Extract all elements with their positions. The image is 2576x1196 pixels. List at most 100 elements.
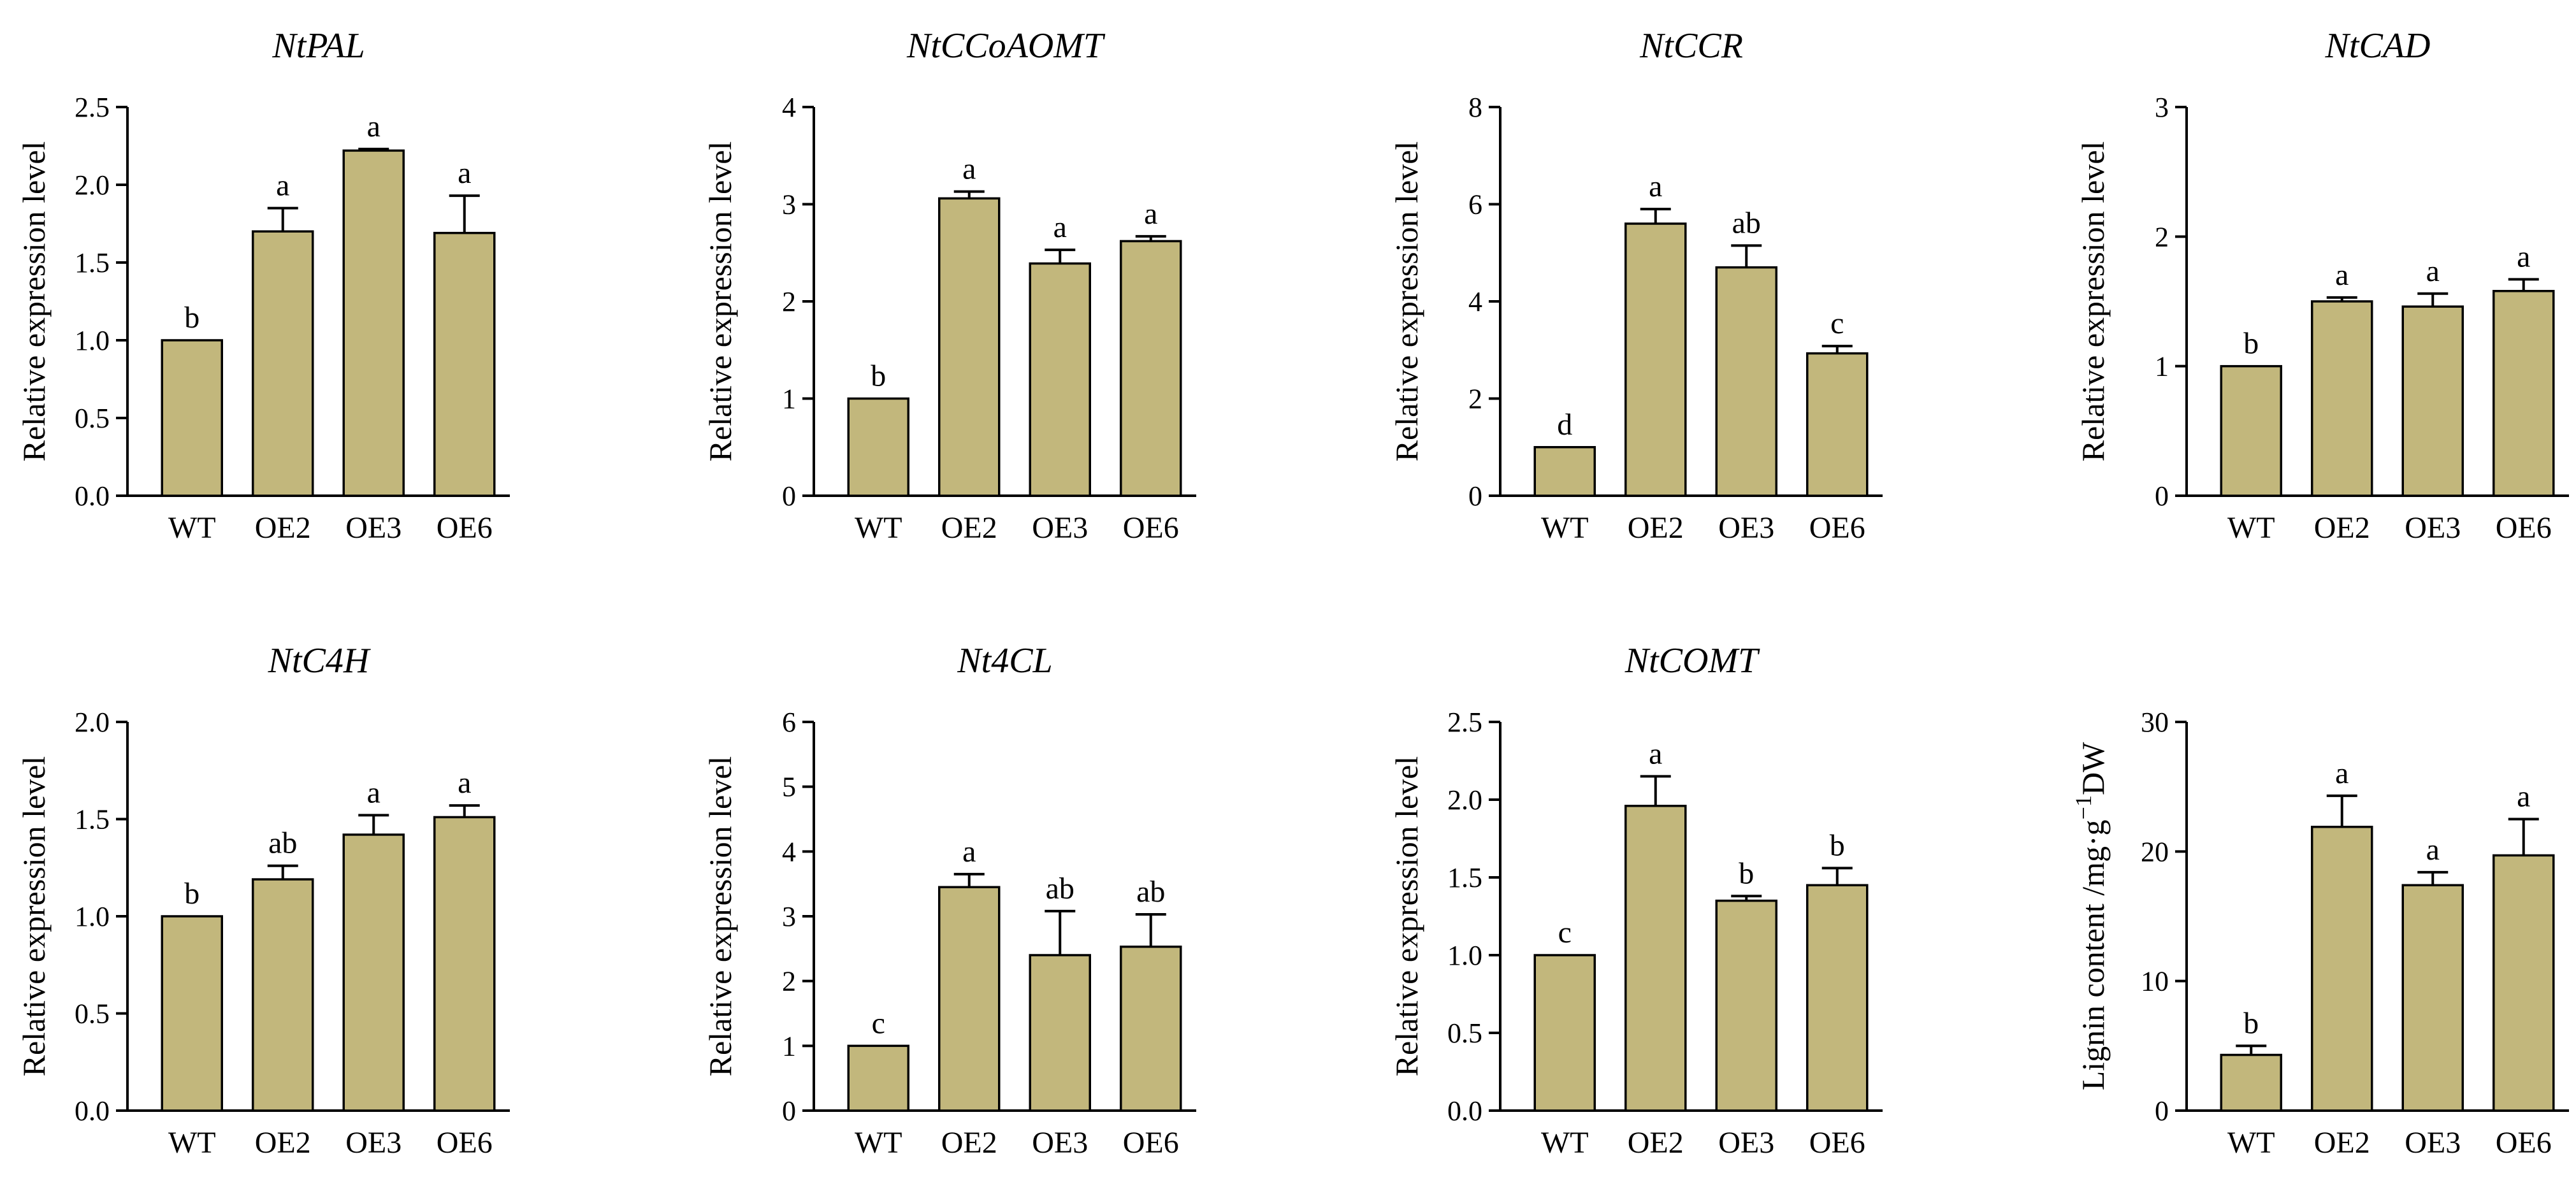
x-tick-label: WT xyxy=(168,511,216,545)
x-tick-label: WT xyxy=(855,1126,902,1160)
panel-title: NtCCR xyxy=(1639,26,1743,66)
bar-oe6 xyxy=(1120,946,1182,1112)
significance-letter: d xyxy=(1557,408,1572,442)
y-tick-label: 1.5 xyxy=(75,247,110,278)
x-tick-label: OE2 xyxy=(2314,511,2370,545)
x-tick-label: OE2 xyxy=(255,1126,311,1160)
significance-letter: a xyxy=(458,156,471,190)
y-tick-label: 10 xyxy=(2141,966,2169,997)
x-tick-label: OE2 xyxy=(1628,1126,1684,1160)
bar-oe2 xyxy=(938,886,1001,1112)
significance-letter: a xyxy=(367,110,380,143)
bar-wt xyxy=(2220,1053,2282,1112)
x-tick-label: OE2 xyxy=(2314,1126,2370,1160)
y-tick-label: 0 xyxy=(1468,480,1482,512)
significance-letter: b xyxy=(1739,856,1754,890)
significance-letter: b xyxy=(871,359,886,393)
y-tick-label: 0.0 xyxy=(1447,1095,1482,1127)
x-tick-label: OE3 xyxy=(1032,1126,1088,1160)
y-axis-label: Relative expression level xyxy=(16,141,52,462)
y-tick-label: 1 xyxy=(782,1030,796,1062)
bar-wt xyxy=(161,915,223,1112)
bar-oe2 xyxy=(1624,805,1687,1112)
x-tick-label: OE2 xyxy=(255,511,311,545)
significance-letter: c xyxy=(1830,306,1844,340)
bar-oe2 xyxy=(2311,300,2373,497)
x-tick-label: WT xyxy=(1541,511,1589,545)
y-tick-label: 1 xyxy=(782,384,796,415)
y-tick-label: 2.5 xyxy=(1447,707,1482,738)
y-tick-label: 4 xyxy=(1468,286,1482,317)
y-tick-label: 0.0 xyxy=(75,480,110,512)
y-tick-label: 1.5 xyxy=(1447,862,1482,893)
significance-letter: a xyxy=(1053,210,1067,244)
x-tick-label: OE3 xyxy=(345,511,402,545)
y-tick-label: 3 xyxy=(2155,92,2169,123)
y-tick-label: 2.5 xyxy=(75,92,110,123)
significance-letter: a xyxy=(962,835,976,868)
y-tick-label: 5 xyxy=(782,772,796,803)
bar-wt xyxy=(2220,364,2282,497)
bar-oe6 xyxy=(2493,854,2555,1112)
y-tick-label: 0 xyxy=(2155,1095,2169,1127)
significance-letter: b xyxy=(1830,828,1845,862)
x-tick-label: OE6 xyxy=(437,1126,493,1160)
x-tick-label: OE3 xyxy=(2405,1126,2461,1160)
y-tick-label: 0.5 xyxy=(1447,1018,1482,1049)
significance-letter: a xyxy=(367,775,380,809)
x-tick-label: WT xyxy=(1541,1126,1589,1160)
x-tick-label: OE3 xyxy=(345,1126,402,1160)
significance-letter: a xyxy=(458,766,471,800)
y-tick-label: 0.5 xyxy=(75,998,110,1030)
y-tick-label: 0 xyxy=(782,1095,796,1127)
x-tick-label: OE6 xyxy=(1809,1126,1865,1160)
y-axis-label: Relative expression level xyxy=(2075,141,2111,462)
y-tick-label: 8 xyxy=(1468,92,1482,123)
y-tick-label: 6 xyxy=(782,707,796,738)
y-tick-label: 0.0 xyxy=(75,1095,110,1127)
bar-oe3 xyxy=(2401,305,2464,497)
bar-oe6 xyxy=(433,816,496,1112)
bar-oe6 xyxy=(2493,289,2555,497)
significance-letter: c xyxy=(1558,916,1572,949)
y-tick-label: 0 xyxy=(2155,480,2169,512)
panel-title: Nt4CL xyxy=(957,641,1052,681)
x-tick-label: OE6 xyxy=(2496,511,2552,545)
panel-title: NtCAD xyxy=(2325,26,2431,66)
y-tick-label: 2 xyxy=(782,966,796,997)
significance-letter: a xyxy=(962,152,976,186)
y-tick-label: 2 xyxy=(782,286,796,317)
y-tick-label: 20 xyxy=(2141,836,2169,867)
x-tick-label: WT xyxy=(168,1126,216,1160)
significance-letter: a xyxy=(2426,254,2440,288)
bar-oe3 xyxy=(342,149,405,497)
chart-panel-ntccr: NtCCR Relative expression level 0 2 4 6 8 d WT a O… xyxy=(1389,26,1883,545)
y-tick-label: 1.5 xyxy=(75,804,110,835)
bar-oe3 xyxy=(342,833,405,1112)
significance-letter: a xyxy=(1144,197,1157,231)
significance-letter: a xyxy=(2335,258,2348,292)
y-tick-label: 1.0 xyxy=(1447,940,1482,971)
chart-panel-ntccoaomt: NtCCoAOMT Relative expression level 0 1 2 3 4 b… xyxy=(702,26,1196,545)
significance-letter: a xyxy=(2426,833,2440,867)
significance-letter: ab xyxy=(268,826,297,860)
y-tick-label: 2.0 xyxy=(75,169,110,201)
bar-oe2 xyxy=(1624,222,1687,497)
chart-panel-nt4cl: Nt4CL Relative expression level 0 1 2 3 4 5 6 c WT… xyxy=(702,641,1196,1160)
y-tick-label: 2 xyxy=(1468,384,1482,415)
panel-title: NtC4H xyxy=(268,641,371,681)
y-tick-label: 1.0 xyxy=(75,901,110,932)
x-tick-label: OE3 xyxy=(1032,511,1088,545)
y-tick-label: 1.0 xyxy=(75,325,110,356)
x-tick-label: OE2 xyxy=(941,511,997,545)
x-tick-label: OE6 xyxy=(1123,511,1179,545)
y-tick-label: 4 xyxy=(782,92,796,123)
significance-letter: c xyxy=(872,1006,885,1040)
bar-oe6 xyxy=(433,231,496,497)
x-tick-label: OE3 xyxy=(1718,1126,1774,1160)
bar-oe2 xyxy=(252,230,314,497)
x-tick-label: WT xyxy=(2227,511,2275,545)
bar-oe6 xyxy=(1806,352,1869,497)
significance-letter: a xyxy=(1649,737,1662,770)
